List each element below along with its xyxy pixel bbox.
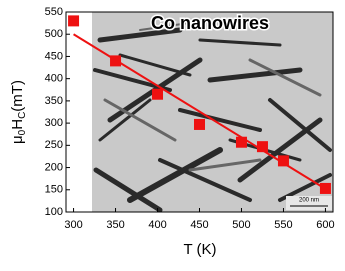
y-tick-label: 150: [45, 184, 63, 196]
data-point: [110, 55, 121, 66]
y-tick-label: 100: [45, 206, 63, 218]
data-point: [320, 183, 331, 194]
y-tick-label: 250: [45, 139, 63, 151]
y-tick-label: 300: [45, 117, 63, 129]
y-axis-label: μ0HC(mT): [9, 80, 28, 144]
x-tick-label: 450: [190, 219, 208, 231]
data-point: [236, 137, 247, 148]
data-point: [68, 15, 79, 26]
y-tick-label: 350: [45, 95, 63, 107]
scale-bar-label: 200 nm: [299, 198, 319, 204]
y-label-part: μ: [9, 135, 26, 144]
y-label-part: H: [9, 119, 26, 130]
x-tick-label: 400: [148, 219, 166, 231]
chart: 200 nm Co nanowires T (K) μ0HC(mT) 100 15…: [0, 0, 345, 271]
x-tick-label: 550: [274, 219, 292, 231]
x-axis-label: T (K): [183, 241, 216, 258]
chart-title: Co nanowires: [151, 13, 269, 33]
y-tick-label: 550: [45, 6, 63, 18]
tem-image: 200 nm: [92, 12, 333, 212]
page: {"chart_data": {"type": "scatter", "titl…: [0, 0, 345, 271]
y-tick-label: 450: [45, 50, 63, 62]
x-tick-label: 350: [106, 219, 124, 231]
y-tick-label: 400: [45, 73, 63, 85]
x-tick-label: 500: [232, 219, 250, 231]
y-tick-label: 500: [45, 28, 63, 40]
y-tick-label: 200: [45, 161, 63, 173]
data-point: [152, 89, 163, 100]
x-tick-label: 600: [316, 219, 334, 231]
y-label-part: C: [17, 112, 28, 119]
y-label-part: (mT): [9, 80, 26, 112]
data-point: [278, 155, 289, 166]
data-point: [257, 141, 268, 152]
x-tick-label: 300: [64, 219, 82, 231]
data-point: [194, 119, 205, 130]
